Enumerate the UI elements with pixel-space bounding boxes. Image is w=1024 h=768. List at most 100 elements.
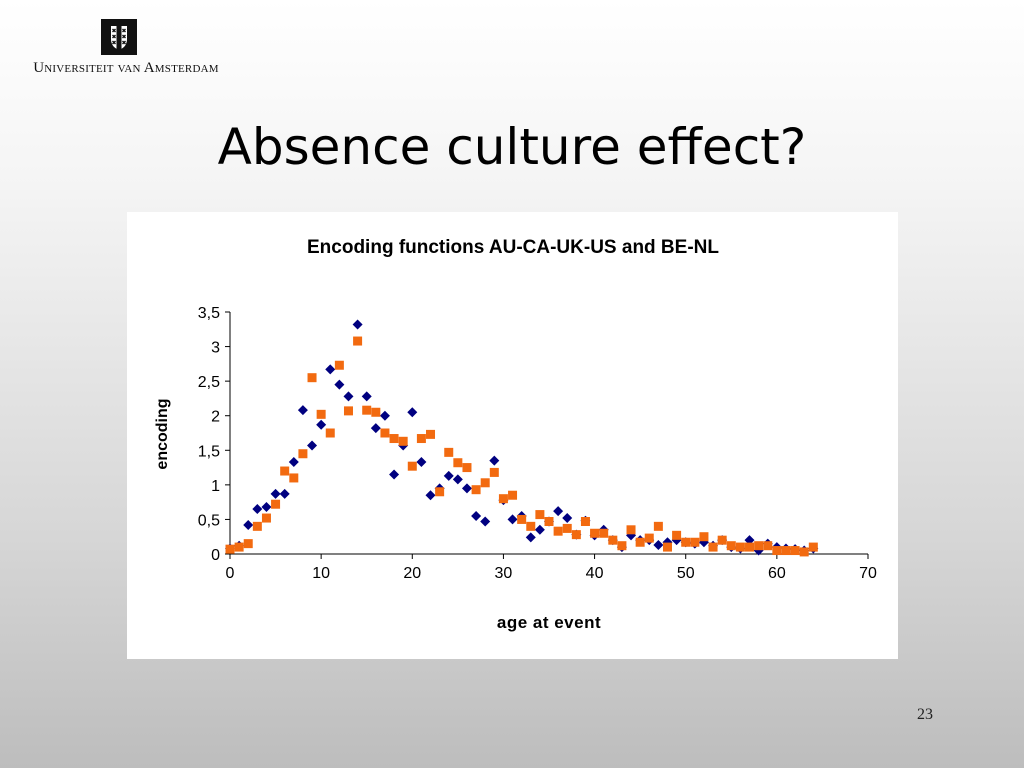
data-point-diamond (270, 488, 281, 499)
data-point-diamond (489, 455, 500, 466)
data-point-diamond (389, 469, 400, 480)
x-tick-label: 50 (677, 565, 695, 582)
data-point-square (635, 537, 645, 547)
data-point-square (435, 487, 445, 497)
data-point-diamond (307, 440, 318, 451)
data-point-square (690, 537, 700, 547)
data-point-square (726, 541, 736, 551)
y-tick-label: 0,5 (198, 512, 220, 529)
chart-title: Encoding functions AU-CA-UK-US and BE-NL (307, 237, 719, 258)
data-point-diamond (334, 379, 345, 390)
data-point-square (626, 525, 636, 535)
data-point-square (462, 463, 472, 473)
data-point-square (444, 447, 454, 457)
data-point-diamond (407, 407, 418, 418)
data-point-square (380, 428, 390, 438)
y-tick-label: 3 (211, 340, 220, 357)
data-point-square (717, 535, 727, 545)
y-tick-label: 2,5 (198, 374, 220, 391)
data-point-square (580, 517, 590, 527)
uva-crest-icon (101, 19, 137, 55)
data-point-diamond (261, 501, 272, 512)
data-point-square (498, 494, 508, 504)
data-point-square (353, 336, 363, 346)
university-logo (101, 19, 137, 55)
data-point-diamond (297, 405, 308, 416)
data-point-diamond (361, 391, 372, 402)
data-point-square (608, 535, 618, 545)
data-point-square (763, 541, 773, 551)
data-point-square (544, 517, 554, 527)
data-point-square (708, 542, 718, 552)
data-point-square (745, 542, 755, 552)
data-point-square (453, 458, 463, 468)
data-point-square (389, 434, 399, 444)
data-point-square (599, 528, 609, 538)
data-point-square (271, 499, 281, 509)
university-name: Universiteit van Amsterdam (33, 60, 219, 76)
data-point-square (325, 428, 335, 438)
data-point-diamond (562, 513, 573, 524)
page-number: 23 (917, 706, 933, 723)
scatter-chart: Encoding functions AU-CA-UK-US and BE-NL… (154, 237, 877, 632)
data-point-diamond (352, 319, 363, 330)
data-point-square (289, 473, 299, 483)
slide-title: Absence culture effect? (217, 118, 807, 176)
data-point-diamond (325, 364, 336, 375)
data-point-square (517, 514, 527, 524)
data-point-diamond (379, 410, 390, 421)
data-point-square (316, 409, 326, 419)
data-point-square (489, 467, 499, 477)
data-point-diamond (525, 532, 536, 543)
data-point-square (252, 521, 262, 531)
data-point-square (699, 532, 709, 542)
data-point-square (653, 521, 663, 531)
data-point-square (471, 485, 481, 495)
data-point-diamond (461, 483, 472, 494)
data-point-square (799, 547, 809, 557)
data-point-diamond (252, 504, 263, 515)
x-tick-label: 0 (226, 565, 235, 582)
y-tick-label: 3,5 (198, 305, 220, 322)
data-point-diamond (480, 516, 491, 527)
data-point-diamond (279, 488, 290, 499)
data-point-diamond (671, 535, 682, 546)
y-tick-label: 2 (211, 409, 220, 426)
data-point-square (407, 461, 417, 471)
data-point-square (644, 533, 654, 543)
data-point-square (398, 436, 408, 446)
data-point-square (672, 530, 682, 540)
data-point-square (553, 526, 563, 536)
data-point-diamond (507, 514, 518, 525)
data-point-square (681, 537, 691, 547)
data-point-square (790, 546, 800, 556)
data-point-square (735, 542, 745, 552)
data-point-diamond (553, 506, 564, 517)
data-point-diamond (471, 510, 482, 521)
x-tick-label: 60 (768, 565, 786, 582)
data-point-diamond (288, 457, 299, 468)
y-tick-label: 0 (211, 547, 220, 564)
data-point-square (808, 542, 818, 552)
data-point-diamond (243, 519, 254, 530)
data-point-square (480, 478, 490, 488)
data-point-square (416, 434, 426, 444)
data-point-square (508, 490, 518, 500)
data-point-square (781, 546, 791, 556)
data-point-square (261, 513, 271, 523)
data-point-diamond (316, 419, 327, 430)
data-point-square (535, 510, 545, 520)
data-point-square (571, 530, 581, 540)
data-point-diamond (653, 540, 664, 551)
data-point-diamond (443, 470, 454, 481)
data-point-square (234, 542, 244, 552)
y-tick-label: 1,5 (198, 443, 220, 460)
data-point-square (772, 546, 782, 556)
x-tick-label: 70 (859, 565, 877, 582)
x-tick-label: 30 (495, 565, 513, 582)
x-tick-label: 40 (586, 565, 604, 582)
data-point-diamond (452, 474, 463, 485)
data-point-square (343, 406, 353, 416)
data-point-square (617, 541, 627, 551)
x-tick-label: 10 (312, 565, 330, 582)
